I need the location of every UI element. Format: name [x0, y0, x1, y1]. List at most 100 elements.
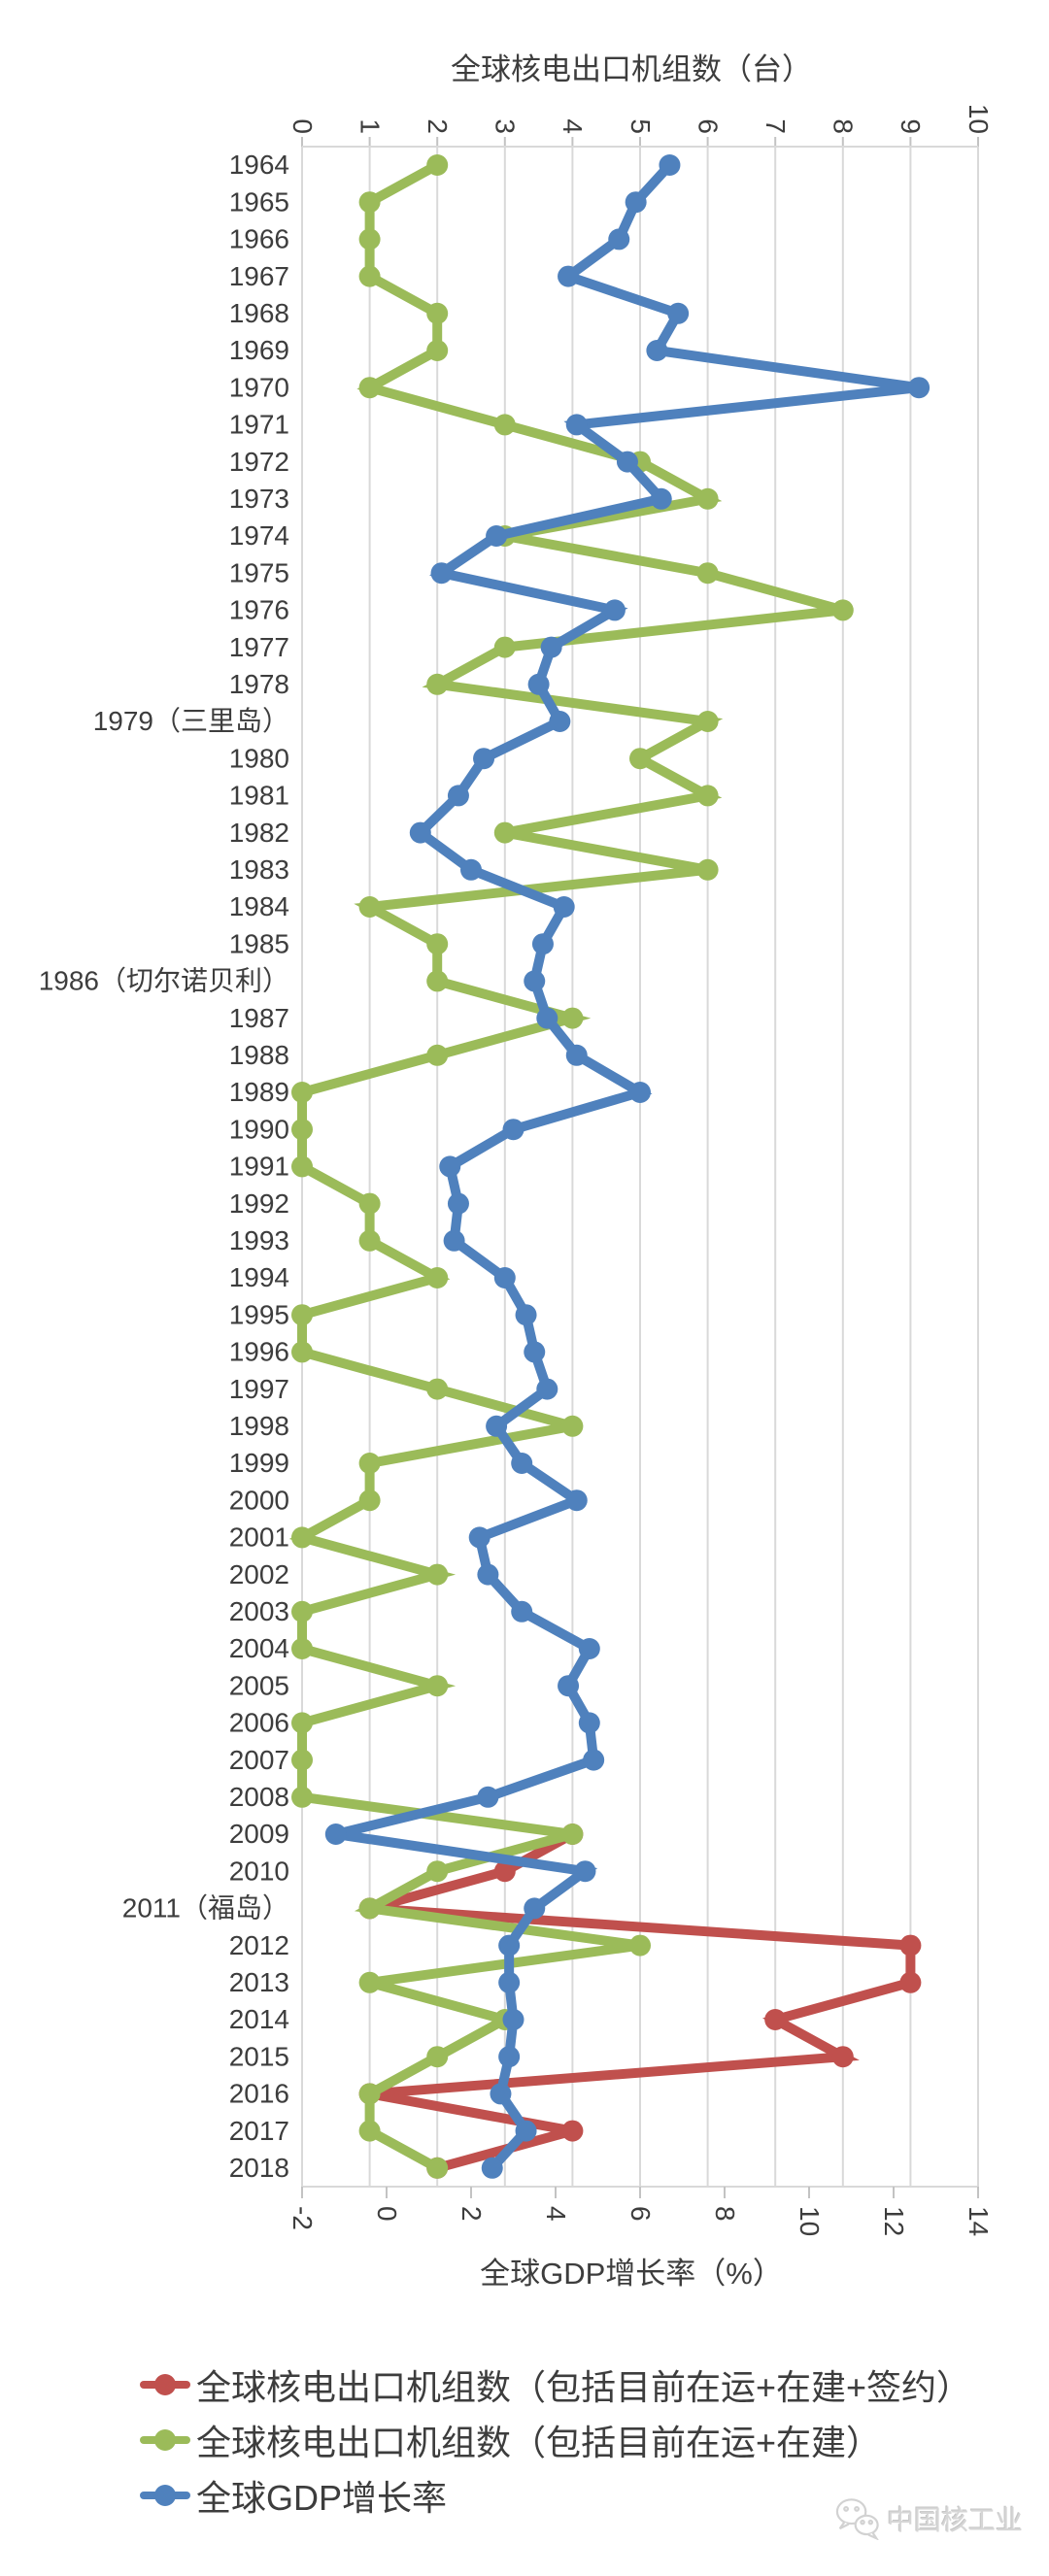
- year-label: 2013: [229, 1967, 289, 1997]
- legend-label: 全球GDP增长率: [196, 2478, 448, 2518]
- data-point: [561, 2120, 584, 2142]
- data-point: [696, 711, 719, 732]
- year-label: 1973: [229, 484, 289, 514]
- data-point: [524, 1897, 546, 1920]
- data-point: [667, 302, 690, 324]
- data-point: [558, 1675, 580, 1697]
- data-point: [515, 2120, 537, 2142]
- svg-text:12: 12: [879, 2206, 909, 2236]
- data-point: [524, 1341, 546, 1363]
- year-label: 1974: [229, 520, 289, 551]
- data-point: [426, 1267, 449, 1288]
- data-point: [426, 2046, 449, 2068]
- data-point: [502, 1119, 524, 1141]
- year-label: 1977: [229, 632, 289, 662]
- data-point: [486, 1415, 508, 1437]
- year-label: 1971: [229, 410, 289, 440]
- wechat-logo-icon: [835, 2498, 879, 2540]
- year-label: 1985: [229, 928, 289, 958]
- legend-item-signed: 全球核电出口机组数（包括目前在运+在建+签约）: [140, 2365, 971, 2407]
- data-point: [430, 562, 453, 585]
- year-label: 2012: [229, 1930, 289, 1960]
- data-point: [426, 970, 449, 992]
- svg-text:1: 1: [355, 118, 385, 134]
- data-point: [493, 1860, 516, 1883]
- data-point: [291, 1119, 313, 1141]
- data-point: [426, 2157, 449, 2179]
- data-point: [490, 2083, 512, 2105]
- year-label: 2009: [229, 1819, 289, 1849]
- data-point: [511, 1453, 533, 1474]
- data-point: [358, 2120, 381, 2142]
- bottom-axis-tick-label: 4: [541, 2206, 571, 2222]
- data-point: [646, 340, 668, 361]
- data-point: [561, 1415, 584, 1437]
- legend-label: 全球核电出口机组数（包括目前在运+在建）: [196, 2423, 882, 2462]
- data-point: [493, 414, 516, 436]
- year-label: 1976: [229, 595, 289, 625]
- year-label: 1968: [229, 298, 289, 328]
- year-label: 2001: [229, 1522, 289, 1553]
- svg-text:4: 4: [541, 2206, 571, 2222]
- svg-text:8: 8: [829, 118, 859, 134]
- data-point: [696, 785, 719, 807]
- year-label: 1995: [229, 1299, 289, 1329]
- bottom-axis-tick-label: 14: [964, 2206, 994, 2236]
- data-point: [696, 562, 719, 585]
- year-label: 1984: [229, 891, 289, 921]
- bottom-axis-tick-label: 0: [372, 2206, 402, 2222]
- year-label: 2018: [229, 2153, 289, 2183]
- bottom-axis-tick-label: 8: [710, 2206, 740, 2222]
- data-point: [831, 2046, 854, 2068]
- year-label: 1990: [229, 1114, 289, 1144]
- data-point: [324, 1823, 347, 1845]
- data-point: [561, 1007, 584, 1029]
- data-point: [536, 1378, 558, 1400]
- data-point: [358, 265, 381, 287]
- data-point: [358, 2083, 381, 2105]
- plot-layer: 0 1 2 3 4 5 6 7 8 9 10-2 0 2 4 6 8 10 12 14196419651966196…: [39, 104, 994, 2236]
- data-point: [486, 525, 508, 547]
- data-point: [426, 1044, 449, 1066]
- year-label: 1989: [229, 1077, 289, 1107]
- data-point: [831, 599, 854, 621]
- data-point: [473, 748, 495, 770]
- top-axis-tick-label: 7: [761, 118, 791, 134]
- top-axis-tick-label: 5: [626, 118, 656, 134]
- data-point: [608, 228, 630, 251]
- data-point: [493, 1267, 516, 1288]
- top-axis-tick-label: 1: [355, 118, 385, 134]
- data-point: [558, 265, 580, 287]
- data-point: [358, 228, 381, 251]
- data-point: [358, 1192, 381, 1215]
- data-point: [477, 1563, 499, 1586]
- year-label: 1992: [229, 1188, 289, 1219]
- data-point: [358, 191, 381, 214]
- year-label: 1964: [229, 150, 289, 180]
- svg-text:-2: -2: [288, 2206, 318, 2230]
- bottom-axis-tick-label: 10: [795, 2206, 825, 2236]
- year-label: 1997: [229, 1374, 289, 1404]
- svg-text:7: 7: [761, 118, 791, 134]
- data-point: [291, 1341, 313, 1363]
- year-label: 1993: [229, 1225, 289, 1255]
- data-point: [426, 340, 449, 361]
- data-point: [291, 1638, 313, 1659]
- data-point: [291, 1749, 313, 1771]
- year-label: 1980: [229, 743, 289, 773]
- year-label: 1967: [229, 261, 289, 291]
- year-label: 1988: [229, 1040, 289, 1070]
- bottom-axis-title: 全球GDP增长率（%）: [480, 2257, 783, 2291]
- year-label: 1981: [229, 781, 289, 811]
- year-label: 1983: [229, 854, 289, 885]
- data-point: [616, 451, 638, 473]
- data-point: [291, 1786, 313, 1808]
- year-label: 2002: [229, 1559, 289, 1589]
- top-axis-tick-label: 2: [423, 118, 453, 134]
- legend-label: 全球核电出口机组数（包括目前在运+在建+签约）: [196, 2367, 972, 2407]
- data-point: [477, 1786, 499, 1808]
- data-point: [511, 1600, 533, 1623]
- top-axis-tick-label: 10: [964, 104, 994, 134]
